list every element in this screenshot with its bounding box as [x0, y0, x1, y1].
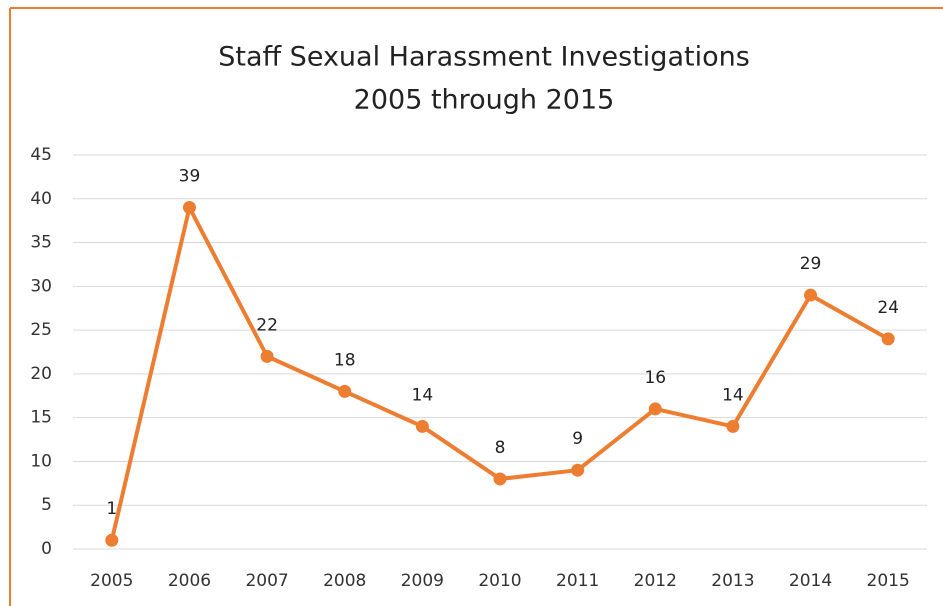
data-label: 18 — [334, 350, 356, 370]
x-tick-label: 2015 — [867, 571, 910, 591]
x-tick-label: 2007 — [245, 571, 288, 591]
y-tick-label: 30 — [30, 276, 52, 296]
data-label: 39 — [179, 167, 201, 187]
y-tick-label: 0 — [41, 539, 52, 559]
x-tick-label: 2013 — [711, 571, 754, 591]
data-point — [182, 201, 196, 215]
data-point — [338, 384, 352, 398]
data-label: 24 — [877, 298, 899, 318]
x-tick-label: 2012 — [634, 571, 677, 591]
data-point — [881, 332, 895, 346]
data-label: 22 — [256, 315, 278, 335]
y-tick-label: 15 — [30, 408, 52, 428]
y-tick-label: 35 — [30, 233, 52, 253]
y-tick-label: 40 — [30, 189, 52, 209]
data-label: 9 — [572, 429, 583, 449]
x-tick-label: 2011 — [556, 571, 599, 591]
data-label: 16 — [644, 368, 666, 388]
data-point — [648, 402, 662, 416]
data-label: 14 — [722, 385, 744, 405]
y-tick-label: 45 — [30, 145, 52, 165]
y-tick-label: 5 — [41, 495, 52, 515]
data-point — [726, 419, 740, 433]
y-tick-label: 20 — [30, 364, 52, 384]
y-tick-label: 10 — [30, 451, 52, 471]
chart-subtitle: 2005 through 2015 — [354, 85, 615, 116]
data-point — [493, 472, 507, 486]
x-tick-label: 2009 — [401, 571, 444, 591]
data-label: 8 — [495, 438, 506, 458]
data-label: 1 — [106, 499, 117, 519]
x-tick-label: 2006 — [168, 571, 211, 591]
x-tick-label: 2014 — [789, 571, 832, 591]
y-tick-label: 25 — [30, 320, 52, 340]
chart-title: Staff Sexual Harassment Investigations — [218, 42, 750, 73]
x-tick-label: 2008 — [323, 571, 366, 591]
data-point — [571, 463, 585, 477]
x-tick-label: 2010 — [478, 571, 521, 591]
data-point — [105, 533, 119, 547]
data-point — [804, 288, 818, 302]
data-point — [415, 419, 429, 433]
data-label: 29 — [800, 254, 822, 274]
data-point — [260, 349, 274, 363]
x-tick-label: 2005 — [90, 571, 133, 591]
data-label: 14 — [412, 385, 434, 405]
